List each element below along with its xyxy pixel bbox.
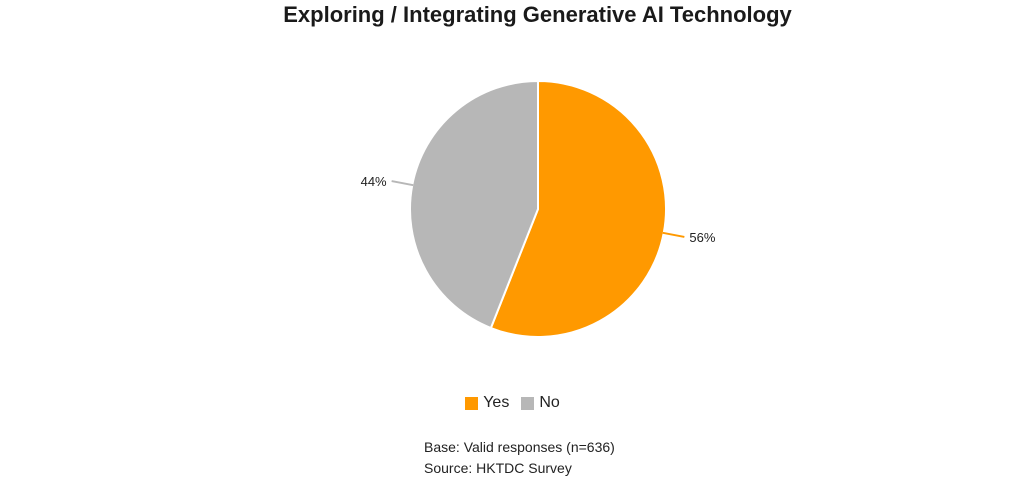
legend: Yes No [0,394,1021,412]
leader-line-yes [662,231,685,238]
legend-swatch-no [521,396,535,410]
legend-swatch-yes [465,396,479,410]
pie-slices [409,79,667,338]
leader-line-no [391,180,414,187]
legend-item-yes[interactable]: Yes [465,394,509,412]
legend-item-no[interactable]: No [521,394,560,412]
data-label-no: 44% [361,174,387,189]
legend-label-yes: Yes [483,394,510,411]
source-note: Source: HKTDC Survey [424,460,572,476]
base-note: Base: Valid responses (n=636) [424,439,615,455]
chart-notes: Base: Valid responses (n=636) Source: HK… [424,437,615,479]
data-label-yes: 56% [689,230,715,245]
legend-label-no: No [539,394,560,411]
chart-title: Exploring / Integrating Generative AI Te… [283,2,792,27]
pie-labels: 56% 44% [361,174,716,245]
